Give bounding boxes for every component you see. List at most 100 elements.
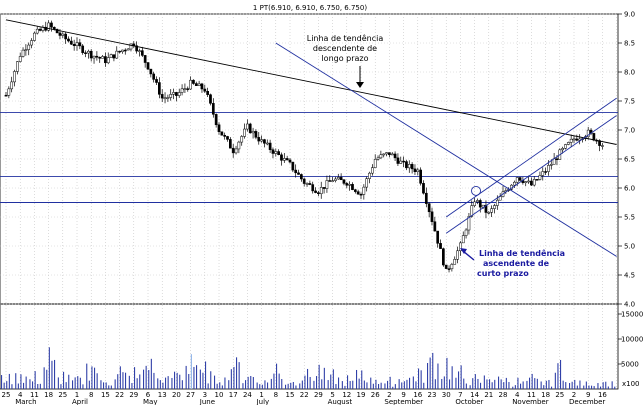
volume-bar <box>188 374 190 389</box>
volume-bar <box>480 382 482 389</box>
volume-bar <box>122 372 124 389</box>
volume-bar <box>412 376 414 389</box>
date-tick-label: 16 <box>413 391 422 399</box>
candle-body <box>297 172 300 175</box>
volume-bar <box>278 373 280 389</box>
date-tick-label: 4 <box>18 391 23 399</box>
candle-body <box>33 32 36 41</box>
volume-bar <box>150 358 152 389</box>
volume-bar <box>588 385 590 389</box>
date-tick-label: 3 <box>203 391 207 399</box>
date-tick-label: 25 <box>555 391 564 399</box>
candle-body <box>7 88 11 96</box>
date-tick-label: 9 <box>401 391 405 399</box>
candle-body <box>478 200 482 208</box>
candle-body <box>353 189 357 192</box>
candle-body <box>203 88 207 92</box>
candles <box>4 20 604 273</box>
candle-body <box>538 175 542 180</box>
month-label: December <box>569 398 605 405</box>
candle-body <box>396 157 400 164</box>
volume-bar <box>68 374 70 389</box>
candle-body <box>67 38 70 42</box>
candle-body <box>75 42 79 47</box>
candle-body <box>356 191 360 195</box>
volume-bar <box>43 367 45 389</box>
month-label: March <box>15 398 36 405</box>
volume-bar <box>219 382 221 389</box>
month-label: September <box>384 398 423 405</box>
date-axis: 25 4 11 18 25 1 8 15 22 29 6 13 20 27 3 10 17 24 1 8 15 22 29 5… <box>2 391 608 399</box>
candle-body <box>226 136 229 140</box>
candle-body <box>382 153 386 156</box>
volume-bar <box>60 384 62 389</box>
volume-bar <box>418 368 420 389</box>
candle-body <box>112 54 116 59</box>
volume-bar <box>171 377 173 389</box>
volume-bar <box>557 363 559 389</box>
annotation-short-arrowhead <box>460 248 467 254</box>
price-tick-label: 7.0 <box>624 127 635 135</box>
candle-body <box>351 184 354 190</box>
candle-body <box>592 133 596 141</box>
date-tick-label: 2 <box>387 391 391 399</box>
candle-body <box>254 131 258 138</box>
volume-tick-label: 10000 <box>621 336 643 344</box>
candle-body <box>220 131 224 136</box>
volume-bar <box>77 376 79 389</box>
volume-bar <box>205 361 207 389</box>
volume-bar <box>508 382 510 389</box>
candle-body <box>129 43 133 50</box>
volume-bar <box>148 370 150 389</box>
candle-body <box>348 184 351 186</box>
volume-bar <box>387 380 389 389</box>
volume-bar <box>136 378 138 389</box>
annotation-short-line-2: ascendente de <box>483 259 550 268</box>
volume-bar <box>423 382 425 389</box>
candle-body <box>495 199 499 206</box>
date-tick-label: 21 <box>484 391 493 399</box>
volume-bar <box>522 381 524 389</box>
candle-body <box>146 62 150 70</box>
volume-bar <box>11 384 13 389</box>
candle-body <box>192 79 195 84</box>
candle-body <box>143 55 147 63</box>
candle-body <box>549 164 553 166</box>
candle-body <box>376 157 380 160</box>
candle-body <box>419 169 422 184</box>
volume-axis: 5000 10000 15000 <box>618 311 643 369</box>
candle-body <box>211 103 215 115</box>
volume-bar <box>494 379 496 389</box>
volume-bar <box>34 371 36 389</box>
price-tick-label: 4.0 <box>624 301 635 309</box>
candle-body <box>555 158 559 160</box>
candle-body <box>385 152 388 155</box>
volume-bar <box>196 365 198 389</box>
volume-bar <box>443 376 445 389</box>
volume-bar <box>259 384 261 389</box>
volume-bar <box>65 382 67 389</box>
volume-bar <box>1 375 3 389</box>
date-tick-label: 22 <box>115 391 124 399</box>
volume-bar <box>554 372 556 389</box>
candle-body <box>10 81 14 90</box>
volume-bar <box>323 367 325 389</box>
candle-body <box>248 123 252 134</box>
candle-body <box>98 56 102 59</box>
volume-bar <box>380 382 382 389</box>
candle-body <box>399 160 403 164</box>
volume-bar <box>338 377 340 389</box>
volume-bar <box>429 357 431 389</box>
volume-bar <box>465 383 467 389</box>
volume-bar <box>455 377 457 389</box>
trendlines <box>5 19 617 257</box>
candle-body <box>155 79 158 83</box>
candle-body <box>234 148 238 154</box>
candle-body <box>38 28 42 31</box>
volume-bar <box>363 380 365 389</box>
price-tick-label: 4.5 <box>624 272 635 280</box>
candle-body <box>160 94 164 99</box>
volume-bar <box>318 364 320 389</box>
volume-bar <box>611 381 613 389</box>
